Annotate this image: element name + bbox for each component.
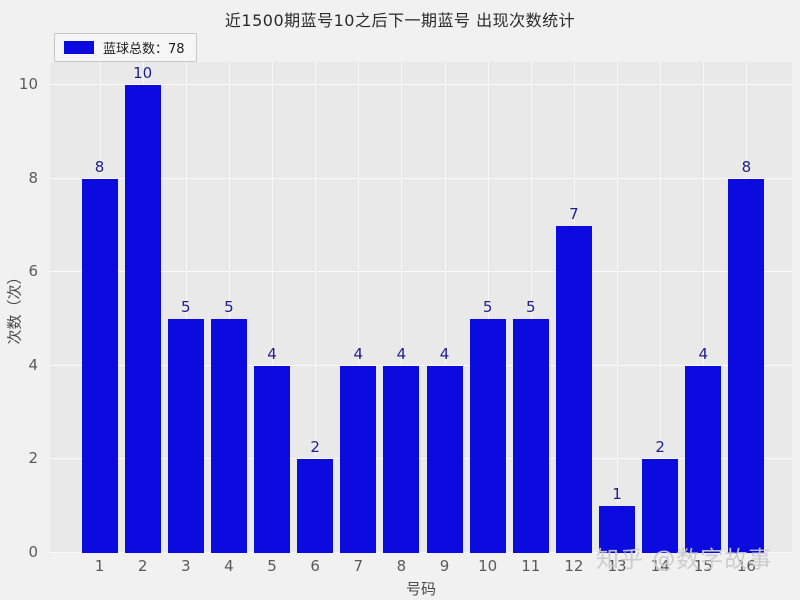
gridline-y-8 (50, 177, 792, 179)
gridline-y-2 (50, 458, 792, 460)
bar-6 (297, 459, 334, 553)
gridline-x-10 (487, 62, 489, 553)
bar-value-label-10: 5 (482, 298, 493, 317)
bar-value-label-16: 8 (741, 157, 752, 176)
gridline-x-9 (444, 62, 446, 553)
gridline-x-6 (315, 62, 317, 553)
bar-10 (469, 319, 506, 553)
bar-cell-2: 10 (121, 62, 164, 553)
bar-value-label-4: 5 (224, 298, 234, 317)
bar-cell-4: 5 (207, 62, 250, 553)
y-axis-ticks: 0 2 4 6 8 10 (0, 62, 44, 560)
x-tick-label-15: 15 (693, 557, 713, 575)
bar-16 (728, 178, 765, 553)
x-tick-label-6: 6 (310, 557, 320, 575)
bar-12 (555, 225, 592, 553)
bar-value-label-11: 5 (526, 298, 536, 317)
y-tick-label-8: 8 (28, 168, 38, 187)
gridline-x-7 (358, 62, 360, 553)
x-axis-ticks: 1 2 3 4 5 6 7 8 9 10 11 12 13 14 15 16 (78, 557, 768, 575)
bar-5 (254, 365, 291, 553)
x-tick-label-2: 2 (137, 557, 148, 575)
gridline-x-11 (530, 62, 532, 553)
bar-1 (81, 178, 118, 553)
gridline-x-14 (660, 62, 662, 553)
bar-8 (383, 365, 420, 553)
x-tick-label-7: 7 (353, 557, 364, 575)
legend-color-swatch (64, 41, 94, 54)
bar-value-label-5: 4 (267, 344, 277, 363)
bar-cell-3: 5 (164, 62, 207, 553)
bar-value-label-1: 8 (94, 157, 105, 176)
bar-cell-16: 8 (725, 62, 768, 553)
bar-3 (167, 319, 204, 553)
legend-label: 蓝球总数：78 (103, 42, 185, 57)
x-tick-label-11: 11 (521, 557, 541, 575)
gridline-x-8 (401, 62, 403, 553)
x-tick-label-13: 13 (607, 557, 627, 575)
x-tick-label-14: 14 (650, 557, 670, 575)
gridline-x-15 (703, 62, 705, 553)
legend: 蓝球总数：78 (54, 33, 197, 62)
bar-14 (642, 459, 679, 553)
watermark: 知乎 @数字故事 (596, 547, 773, 573)
x-tick-label-9: 9 (439, 557, 450, 575)
bars-container: 8 10 5 5 4 2 4 4 4 5 5 7 1 2 4 8 (78, 62, 768, 553)
bar-cell-1: 8 (78, 62, 121, 553)
bar-cell-14: 2 (639, 62, 682, 553)
bar-value-label-3: 5 (181, 298, 191, 317)
bar-value-label-14: 2 (655, 438, 665, 457)
bar-value-label-9: 4 (439, 344, 450, 363)
y-tick-label-6: 6 (28, 262, 38, 281)
x-tick-label-5: 5 (267, 557, 277, 575)
bar-2 (124, 85, 161, 553)
bar-15 (685, 365, 722, 553)
gridline-y-0 (50, 552, 792, 553)
gridline-x-4 (228, 62, 230, 553)
plot-area: 8 10 5 5 4 2 4 4 4 5 5 7 1 2 4 8 (50, 62, 792, 553)
x-tick-label-12: 12 (564, 557, 584, 575)
gridline-x-13 (617, 62, 619, 553)
bar-value-label-12: 7 (569, 204, 579, 223)
gridline-x-5 (272, 62, 274, 553)
bar-13 (599, 506, 636, 553)
bar-7 (340, 365, 377, 553)
y-tick-label-0: 0 (28, 543, 38, 561)
gridline-y-10 (50, 84, 792, 86)
bar-11 (512, 319, 549, 553)
bar-cell-5: 4 (251, 62, 294, 553)
x-tick-label-1: 1 (94, 557, 105, 575)
bar-value-label-15: 4 (698, 344, 709, 363)
bar-cell-8: 4 (380, 62, 423, 553)
gridline-y-6 (50, 271, 792, 273)
y-tick-label-4: 4 (28, 355, 38, 374)
x-tick-label-16: 16 (736, 557, 756, 575)
bar-value-label-7: 4 (353, 344, 364, 363)
bar-cell-6: 2 (294, 62, 337, 553)
x-tick-label-10: 10 (478, 557, 498, 575)
x-tick-label-4: 4 (224, 557, 234, 575)
bar-value-label-2: 10 (133, 64, 153, 83)
bar-value-label-6: 2 (310, 438, 320, 457)
gridline-x-3 (185, 62, 187, 553)
bar-cell-13: 1 (596, 62, 639, 553)
bar-9 (426, 365, 463, 553)
chart-title: 近1500期蓝号10之后下一期蓝号 出现次数统计 (224, 11, 576, 30)
bar-cell-10: 5 (466, 62, 509, 553)
bar-cell-15: 4 (682, 62, 725, 553)
bar-cell-9: 4 (423, 62, 466, 553)
x-tick-label-3: 3 (181, 557, 191, 575)
bar-cell-11: 5 (509, 62, 552, 553)
y-tick-label-2: 2 (28, 449, 38, 468)
gridline-y-4 (50, 364, 792, 366)
x-tick-label-8: 8 (396, 557, 407, 575)
bar-cell-7: 4 (337, 62, 380, 553)
y-tick-label-10: 10 (18, 75, 38, 94)
bar-4 (210, 319, 247, 553)
bar-cell-12: 7 (552, 62, 595, 553)
bar-value-label-13: 1 (612, 485, 622, 504)
bar-value-label-8: 4 (396, 344, 407, 363)
x-axis-title: 号码 (405, 580, 436, 598)
